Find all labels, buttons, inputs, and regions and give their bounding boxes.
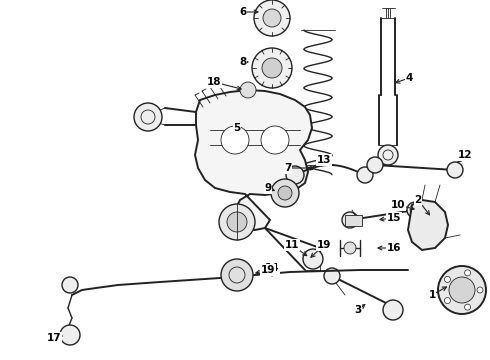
- Text: 3: 3: [354, 305, 362, 315]
- Circle shape: [447, 162, 463, 178]
- Polygon shape: [408, 200, 448, 250]
- Text: 16: 16: [387, 243, 401, 253]
- Circle shape: [444, 298, 450, 303]
- Circle shape: [477, 287, 483, 293]
- Text: 13: 13: [317, 155, 331, 165]
- Circle shape: [271, 179, 299, 207]
- Circle shape: [383, 300, 403, 320]
- Circle shape: [240, 82, 256, 98]
- Circle shape: [342, 212, 358, 228]
- Circle shape: [367, 157, 383, 173]
- Text: 19: 19: [317, 240, 331, 250]
- Polygon shape: [195, 90, 312, 230]
- Text: 1: 1: [428, 290, 436, 300]
- Text: 12: 12: [458, 150, 472, 160]
- Circle shape: [344, 242, 356, 254]
- Text: 11: 11: [285, 240, 299, 250]
- Circle shape: [254, 0, 290, 36]
- Circle shape: [286, 166, 304, 184]
- Circle shape: [465, 304, 470, 310]
- Circle shape: [438, 266, 486, 314]
- Circle shape: [134, 103, 162, 131]
- Circle shape: [227, 212, 247, 232]
- Text: 18: 18: [207, 77, 221, 87]
- Circle shape: [378, 145, 398, 165]
- Circle shape: [303, 249, 323, 269]
- Circle shape: [357, 167, 373, 183]
- Circle shape: [444, 276, 450, 282]
- Text: 8: 8: [240, 57, 246, 67]
- Circle shape: [465, 270, 470, 276]
- Text: 10: 10: [391, 200, 405, 210]
- Text: 7: 7: [284, 163, 292, 173]
- Circle shape: [221, 126, 249, 154]
- Text: 4: 4: [405, 73, 413, 83]
- Circle shape: [62, 277, 78, 293]
- Circle shape: [261, 126, 289, 154]
- Text: 14: 14: [265, 263, 279, 273]
- Text: 5: 5: [233, 123, 241, 133]
- Polygon shape: [345, 215, 362, 226]
- Text: 15: 15: [387, 213, 401, 223]
- Circle shape: [262, 58, 282, 78]
- Circle shape: [278, 186, 292, 200]
- Circle shape: [221, 259, 253, 291]
- Text: 6: 6: [240, 7, 246, 17]
- Circle shape: [60, 325, 80, 345]
- Circle shape: [324, 268, 340, 284]
- Text: 17: 17: [47, 333, 61, 343]
- Text: 2: 2: [415, 195, 421, 205]
- Circle shape: [263, 9, 281, 27]
- Circle shape: [219, 204, 255, 240]
- Circle shape: [449, 277, 475, 303]
- Circle shape: [407, 202, 423, 218]
- Text: 9: 9: [265, 183, 271, 193]
- Circle shape: [252, 48, 292, 88]
- Text: 19: 19: [261, 265, 275, 275]
